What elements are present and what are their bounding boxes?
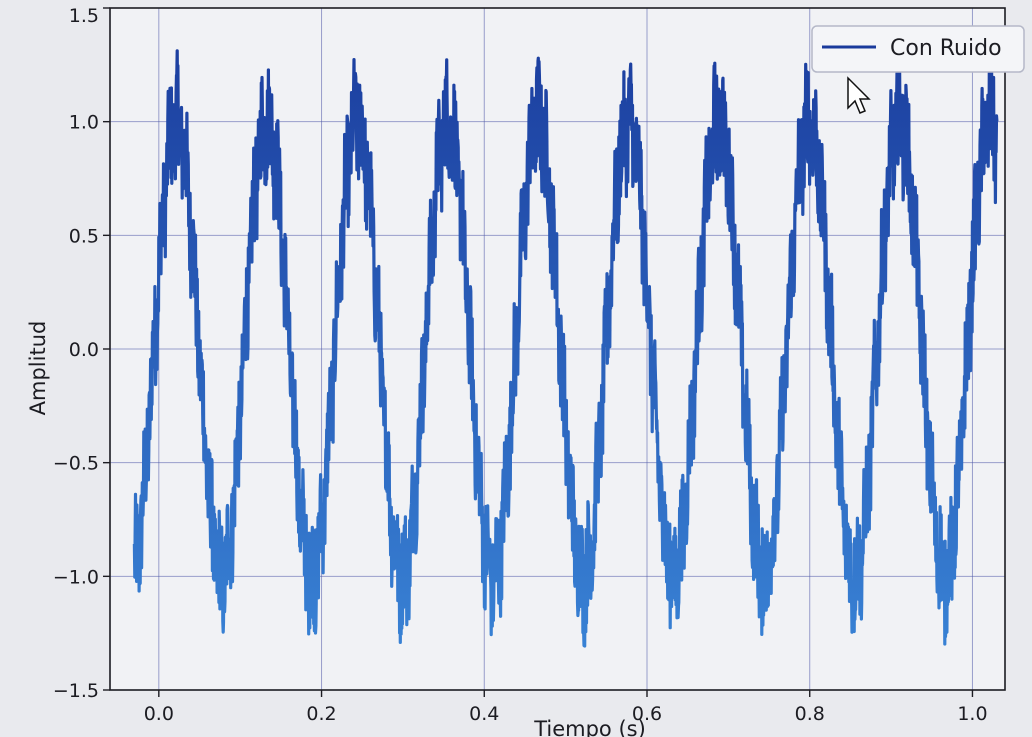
y-tick-label: −1.0	[53, 566, 99, 588]
legend-label-con-ruido: Con Ruido	[890, 36, 1002, 61]
x-tick-label: 0.4	[469, 703, 499, 725]
tick-labels: 0.0 0.2 0.4 0.6 0.8 1.0 1.5 1.0 0.5 0.0 −0.5 −1.0 −1…	[53, 5, 988, 725]
y-tick-label: 1.5	[69, 5, 99, 27]
x-tick-label: 0.8	[795, 703, 825, 725]
x-tick-label: 1.0	[957, 703, 987, 725]
x-tick-label: 0.6	[632, 703, 662, 725]
series-con-ruido	[132, 49, 999, 648]
legend: Con Ruido	[811, 25, 1025, 73]
y-tick-label: −0.5	[53, 453, 99, 475]
x-tick-label: 0.2	[306, 703, 336, 725]
legend-box	[811, 25, 1025, 73]
y-axis-label: Amplitud	[26, 321, 50, 416]
x-tick-label: 0.0	[144, 703, 174, 725]
y-tick-label: 0.0	[69, 339, 99, 361]
y-tick-label: 1.0	[69, 112, 99, 134]
y-tick-label: 0.5	[69, 225, 99, 247]
series-line-con-ruido	[132, 49, 999, 648]
y-tick-label: −1.5	[53, 680, 99, 702]
mouse-cursor-icon	[847, 76, 871, 114]
x-axis-label: Tiempo (s)	[533, 717, 646, 737]
